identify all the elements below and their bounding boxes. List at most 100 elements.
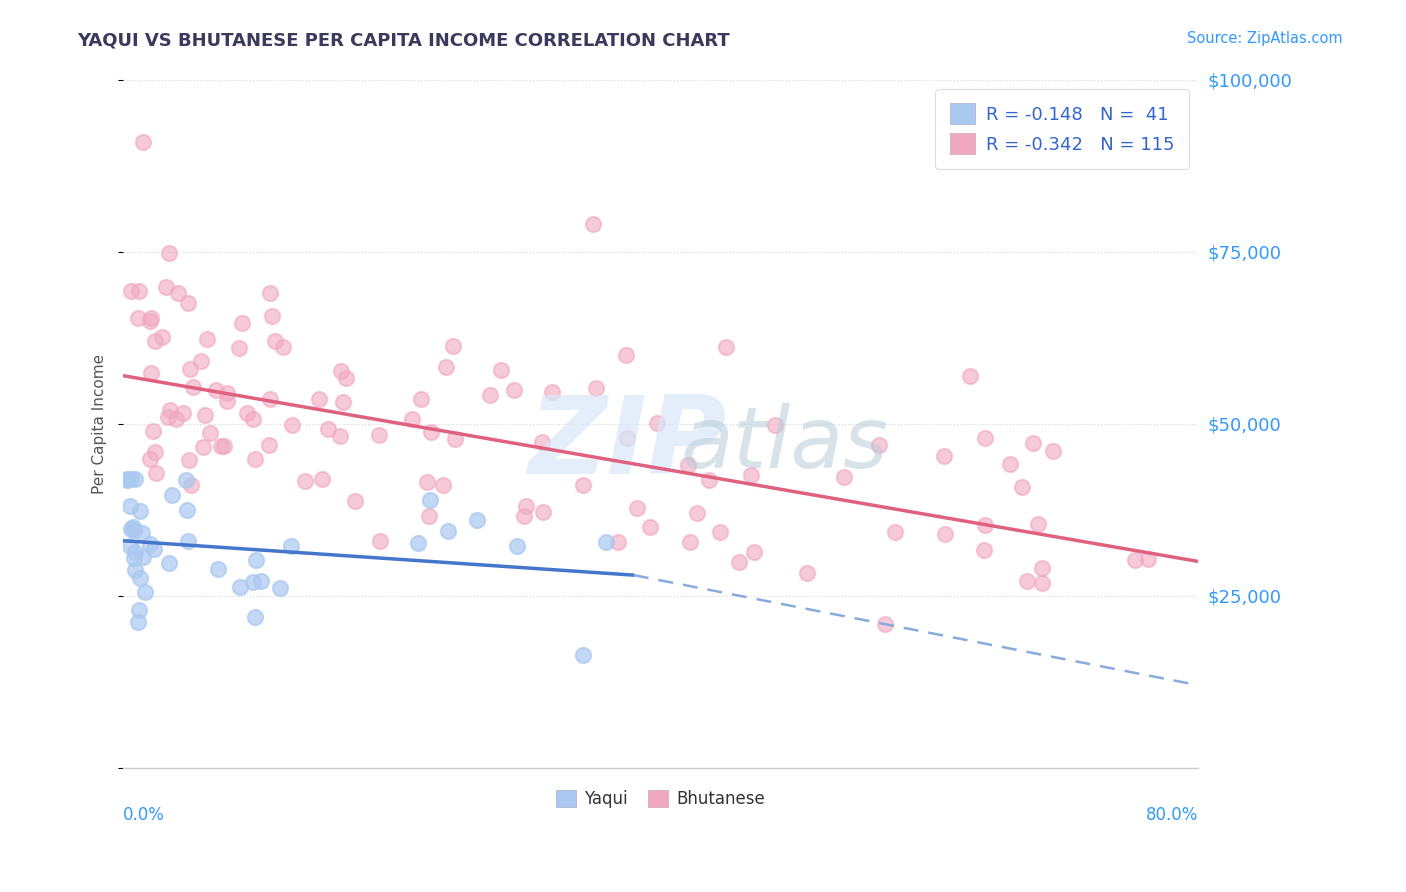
Point: [728, 555, 751, 569]
Point: [973, 543, 995, 558]
Point: [269, 581, 291, 595]
Point: [217, 385, 239, 400]
Point: [138, 537, 160, 551]
Legend: R = -0.148   N =  41, R = -0.342   N = 115: R = -0.148 N = 41, R = -0.342 N = 115: [935, 89, 1189, 169]
Point: [176, 503, 198, 517]
Point: [409, 392, 432, 406]
Point: [243, 609, 266, 624]
Point: [172, 406, 194, 420]
Point: [249, 574, 271, 589]
Point: [796, 566, 818, 580]
Point: [1042, 444, 1064, 458]
Point: [127, 310, 149, 325]
Point: [118, 500, 141, 514]
Point: [139, 314, 162, 328]
Point: [264, 334, 287, 349]
Point: [1136, 552, 1159, 566]
Point: [242, 411, 264, 425]
Point: [228, 341, 250, 355]
Point: [139, 311, 162, 326]
Point: [709, 525, 731, 540]
Point: [502, 384, 524, 398]
Point: [145, 466, 167, 480]
Point: [697, 474, 720, 488]
Point: [150, 330, 173, 344]
Point: [616, 431, 638, 445]
Point: [645, 417, 668, 431]
Point: [506, 539, 529, 553]
Point: [934, 526, 956, 541]
Point: [129, 504, 152, 518]
Point: [245, 451, 267, 466]
Point: [406, 536, 429, 550]
Point: [131, 525, 153, 540]
Point: [626, 501, 648, 516]
Point: [329, 429, 352, 443]
Point: [606, 534, 628, 549]
Point: [165, 412, 187, 426]
Point: [489, 363, 512, 377]
Point: [212, 439, 235, 453]
Point: [121, 520, 143, 534]
Point: [128, 602, 150, 616]
Point: [1011, 480, 1033, 494]
Point: [419, 425, 441, 440]
Text: Source: ZipAtlas.com: Source: ZipAtlas.com: [1187, 31, 1343, 46]
Point: [959, 368, 981, 383]
Point: [132, 550, 155, 565]
Point: [1022, 436, 1045, 450]
Point: [875, 616, 897, 631]
Point: [533, 505, 555, 519]
Point: [676, 458, 699, 472]
Point: [1123, 552, 1146, 566]
Point: [179, 362, 201, 376]
Point: [686, 506, 709, 520]
Point: [231, 317, 253, 331]
Point: [200, 425, 222, 440]
Point: [139, 366, 162, 380]
Point: [139, 452, 162, 467]
Point: [159, 402, 181, 417]
Point: [215, 394, 238, 409]
Point: [444, 432, 467, 446]
Point: [740, 467, 762, 482]
Point: [530, 435, 553, 450]
Point: [585, 382, 607, 396]
Point: [128, 571, 150, 585]
Point: [883, 525, 905, 540]
Point: [259, 392, 281, 407]
Point: [934, 449, 956, 463]
Point: [1031, 561, 1053, 575]
Point: [271, 340, 294, 354]
Point: [143, 542, 166, 557]
Point: [124, 545, 146, 559]
Point: [122, 551, 145, 566]
Point: [177, 534, 200, 549]
Point: [209, 439, 232, 453]
Point: [436, 524, 458, 538]
Point: [974, 517, 997, 532]
Point: [479, 388, 502, 402]
Point: [434, 360, 457, 375]
Text: atlas: atlas: [681, 403, 889, 486]
Point: [260, 309, 283, 323]
Point: [132, 135, 155, 149]
Text: ZIP: ZIP: [529, 392, 727, 498]
Point: [638, 520, 661, 534]
Point: [245, 552, 267, 566]
Point: [181, 380, 204, 394]
Point: [160, 488, 183, 502]
Point: [1031, 575, 1053, 590]
Point: [257, 438, 280, 452]
Point: [582, 218, 605, 232]
Point: [418, 508, 440, 523]
Point: [190, 353, 212, 368]
Point: [441, 339, 464, 353]
Point: [174, 473, 197, 487]
Point: [194, 409, 217, 423]
Point: [415, 475, 437, 489]
Point: [177, 453, 200, 467]
Point: [127, 615, 149, 630]
Point: [180, 477, 202, 491]
Point: [316, 422, 339, 436]
